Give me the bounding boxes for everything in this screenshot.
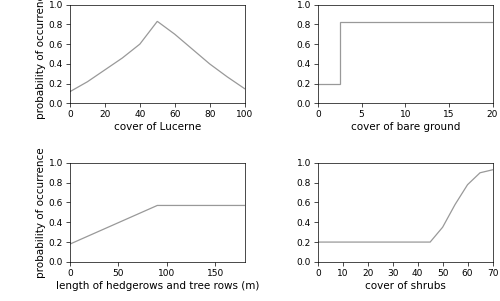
Y-axis label: probability of occurrence: probability of occurrence [36,147,46,278]
X-axis label: cover of bare ground: cover of bare ground [350,122,460,132]
X-axis label: length of hedgerows and tree rows (m): length of hedgerows and tree rows (m) [56,281,259,290]
X-axis label: cover of shrubs: cover of shrubs [365,281,446,290]
X-axis label: cover of Lucerne: cover of Lucerne [114,122,201,132]
Y-axis label: probability of occurrence: probability of occurrence [36,0,46,119]
